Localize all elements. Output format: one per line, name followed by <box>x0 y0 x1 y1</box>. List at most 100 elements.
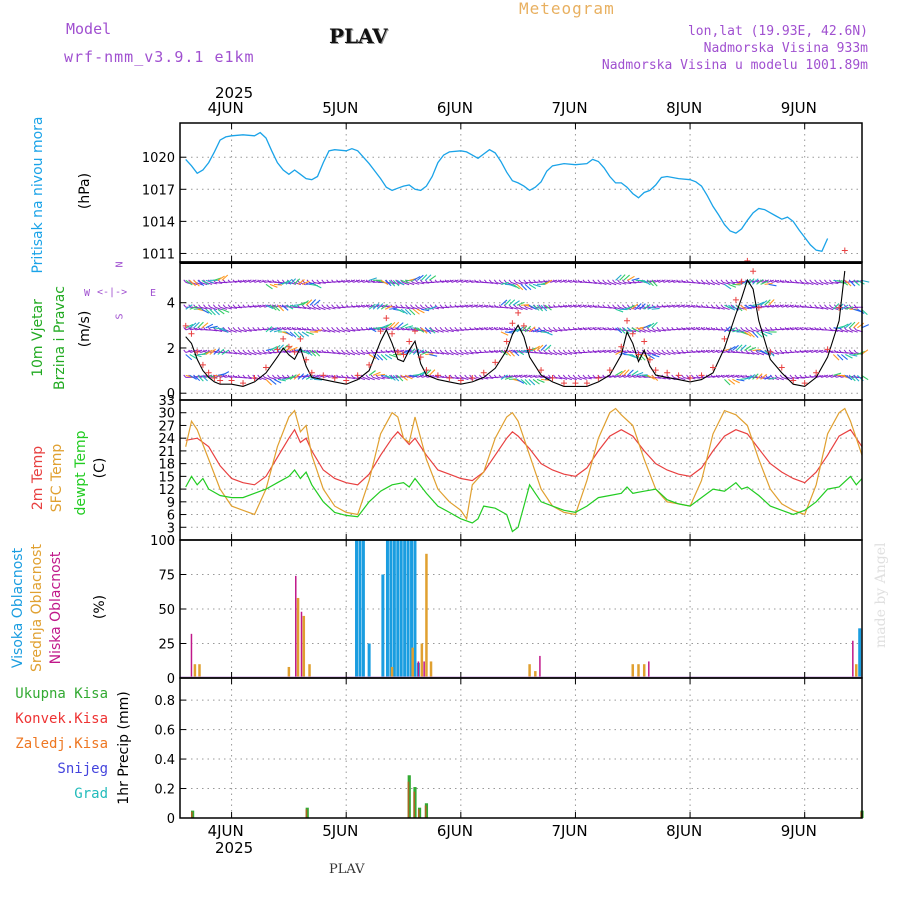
wind-barb <box>693 281 701 285</box>
wind-barb-tick <box>498 279 502 283</box>
wind-direction-arrow <box>197 321 204 329</box>
wind-direction-arrow <box>728 304 736 311</box>
low-cloud-bar <box>539 655 541 678</box>
wind-barb <box>294 375 302 378</box>
wind-direction-arrow <box>209 325 218 329</box>
wind-direction-arrow <box>849 353 858 357</box>
wind-gust-marker <box>303 356 310 363</box>
wind-direction-arrow <box>623 327 630 334</box>
wind-barb <box>826 306 834 311</box>
wind-direction-arrow <box>643 279 651 286</box>
top-year-label: 2025 <box>215 84 254 102</box>
wind-direction-arrow <box>213 348 220 355</box>
wind-direction-arrow <box>420 327 428 334</box>
wind-barb <box>717 306 725 310</box>
wind-direction-arrow <box>273 378 282 384</box>
y-tick-label: 75 <box>158 569 175 584</box>
mid-cloud-bar <box>411 647 414 678</box>
wind-direction-arrow <box>389 307 398 310</box>
wind-barb <box>791 327 799 331</box>
wind-direction-arrow <box>384 322 393 329</box>
wind-barb <box>372 376 380 380</box>
wind-direction-arrow <box>376 354 384 361</box>
wind-direction-arrow <box>205 349 213 355</box>
wind-barb <box>486 281 494 284</box>
wind-barb <box>486 376 494 379</box>
wind-barb-tick <box>232 304 236 308</box>
wind-barb-tick <box>400 304 403 308</box>
wind-barb-tick <box>291 327 295 331</box>
wind-direction-arrow <box>845 354 853 359</box>
wind-direction-arrow <box>197 374 204 382</box>
wind-barb-tick <box>626 304 630 308</box>
wind-direction-arrow <box>189 279 196 287</box>
wind-direction-arrow <box>635 303 642 310</box>
model-name: wrf-nmm_v3.9.1 e1km <box>64 48 255 66</box>
y-tick-label: 24 <box>158 432 175 447</box>
wind-barb-tick <box>700 304 704 308</box>
wind-barb <box>673 328 681 331</box>
wind-barb-tick <box>444 349 448 353</box>
wind-barb-tick <box>686 304 689 308</box>
wind-barb-tick <box>493 374 497 378</box>
wind-barb <box>264 351 272 354</box>
wind-barb-tick <box>853 327 857 331</box>
wind-barb <box>806 281 814 286</box>
wind-direction-arrow <box>500 374 508 380</box>
wind-direction-arrow <box>193 321 200 329</box>
wind-barb-tick <box>572 327 576 331</box>
wind-barb <box>614 281 622 286</box>
wind-barb <box>510 281 518 286</box>
wind-barb-tick <box>469 374 472 378</box>
wind-barb-tick <box>646 327 650 331</box>
wind-barb-tick <box>681 327 684 331</box>
convective-rain-bar <box>413 791 415 818</box>
wind-direction-arrow <box>500 281 509 285</box>
wind-direction-arrow <box>285 375 294 380</box>
wind-barb <box>555 279 563 283</box>
wind-barb <box>791 351 799 353</box>
wind-barb-tick <box>587 349 591 353</box>
wind-barb <box>229 329 237 333</box>
low-cloud-bar <box>190 633 193 678</box>
wind-direction-arrow <box>273 304 281 312</box>
wind-barb <box>348 329 356 332</box>
wind-gust-marker <box>383 315 390 322</box>
y-tick-label: 6 <box>167 509 175 524</box>
wind-barb <box>486 350 494 353</box>
wind-barb <box>653 329 661 333</box>
wind-barb-tick <box>483 304 487 308</box>
wind-barb <box>200 281 208 286</box>
wind-barb-tick <box>252 327 256 331</box>
wind-barb <box>476 327 484 331</box>
wind-barb-tick <box>710 304 714 308</box>
wind-barb-tick <box>577 349 581 353</box>
wind-barb <box>215 281 223 284</box>
wind-barb-tick <box>479 349 482 353</box>
wind-barb-tick <box>799 374 803 378</box>
compass-e: E <box>150 288 157 299</box>
wind-direction-arrow <box>832 354 840 361</box>
wind-barb <box>624 281 632 285</box>
wind-direction-arrow <box>373 327 382 331</box>
wind-barb <box>831 281 839 284</box>
wind-gust-marker <box>469 374 476 381</box>
wind-direction-arrow <box>643 304 651 310</box>
wind-barb <box>466 328 474 331</box>
wind-barb-tick <box>281 279 285 283</box>
wind-direction-arrow <box>217 348 225 355</box>
wind-barb-tick <box>557 327 561 331</box>
wind-barb-tick <box>725 279 729 283</box>
wind-barb <box>560 305 568 308</box>
wind-barb-tick <box>483 279 487 283</box>
wind-barb <box>343 279 351 283</box>
wind-direction-arrow <box>520 283 527 291</box>
wind-barb-tick <box>459 279 463 283</box>
wind-barb-tick <box>498 327 502 331</box>
wind-barb-tick <box>651 349 655 353</box>
wind-barb <box>535 375 543 378</box>
wind-direction-arrow <box>619 369 626 376</box>
wind-barb <box>777 304 784 308</box>
wind-barb-tick <box>582 279 586 283</box>
wind-direction-arrow <box>408 308 416 316</box>
